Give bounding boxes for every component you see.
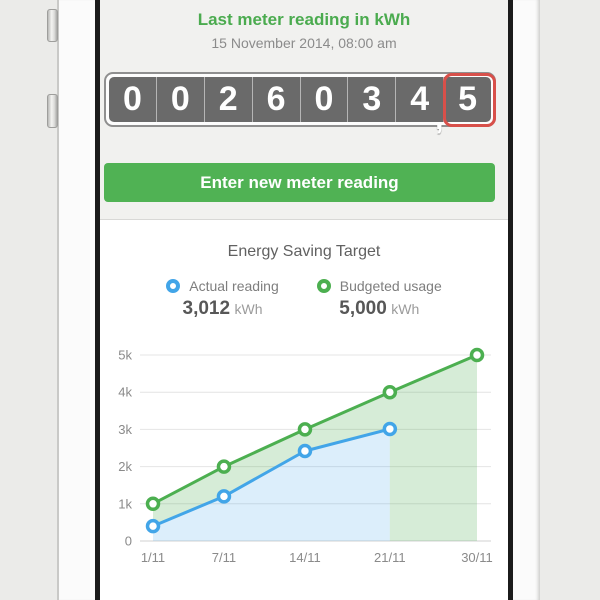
usage-chart: 0 1k 2k 3k 4k 5k 1/11 7/11 14/11 21/11 30/11 [118,348,493,566]
meter-decimal-digit: 5 [458,80,478,118]
reading-timestamp: 15 November 2014, 08:00 am [211,35,397,51]
page-title: Last meter reading in kWh [197,10,411,29]
meter-digit-cell: 0 [155,77,204,122]
svg-text:7/11: 7/11 [212,550,236,565]
svg-text:21/11: 21/11 [374,550,406,565]
meter-display: 0 0 2 6 0 3 4 5 , [104,72,496,135]
svg-text:4k: 4k [118,385,132,400]
legend-item-budgeted: Budgeted usage 5,000 kWh [316,278,442,320]
meter-digit-cell-decimal: 5 , [435,73,496,135]
actual-reading-value: 3,012 [182,298,231,319]
chart-legend: Actual reading 3,012 kWh Budgeted usage … [100,278,508,320]
app-screen: Last meter reading in kWh 15 November 20… [100,0,508,600]
svg-text:3k: 3k [118,422,132,437]
svg-text:5k: 5k [118,348,132,363]
meter-digit-cell: 2 [203,77,252,122]
volume-down-button [47,94,58,128]
meter-digit-cell: 6 [251,77,300,122]
volume-up-button [47,9,58,42]
actual-series-dot-icon [166,279,181,293]
chart-title: Energy Saving Target [227,243,381,260]
meter-reading-section: Last meter reading in kWh 15 November 20… [100,0,508,220]
meter-digit-cell: 4 [395,77,444,122]
screen-bezel-right [508,0,513,600]
legend-label: Actual reading [189,278,279,294]
svg-text:2k: 2k [118,459,132,474]
enter-new-reading-button[interactable]: Enter new meter reading [104,163,495,202]
budgeted-series-dot-icon [316,279,331,293]
svg-text:1/11: 1/11 [141,550,165,565]
screen-bezel-left [95,0,100,600]
budgeted-usage-value: 5,000 [339,298,387,319]
svg-text:1k: 1k [118,496,132,511]
actual-reading-unit: kWh [234,301,263,317]
svg-text:14/11: 14/11 [289,550,321,565]
budgeted-usage-unit: kWh [391,301,420,317]
meter-digit-cell: 0 [299,77,348,122]
meter-digit-cell: 0 [109,77,156,122]
meter-digit-cell: 3 [347,77,396,122]
legend-item-actual: Actual reading 3,012 kWh [166,278,279,320]
legend-label: Budgeted usage [339,278,442,294]
svg-text:30/11: 30/11 [461,550,493,565]
decimal-comma: , [435,103,444,136]
svg-text:0: 0 [125,534,132,549]
